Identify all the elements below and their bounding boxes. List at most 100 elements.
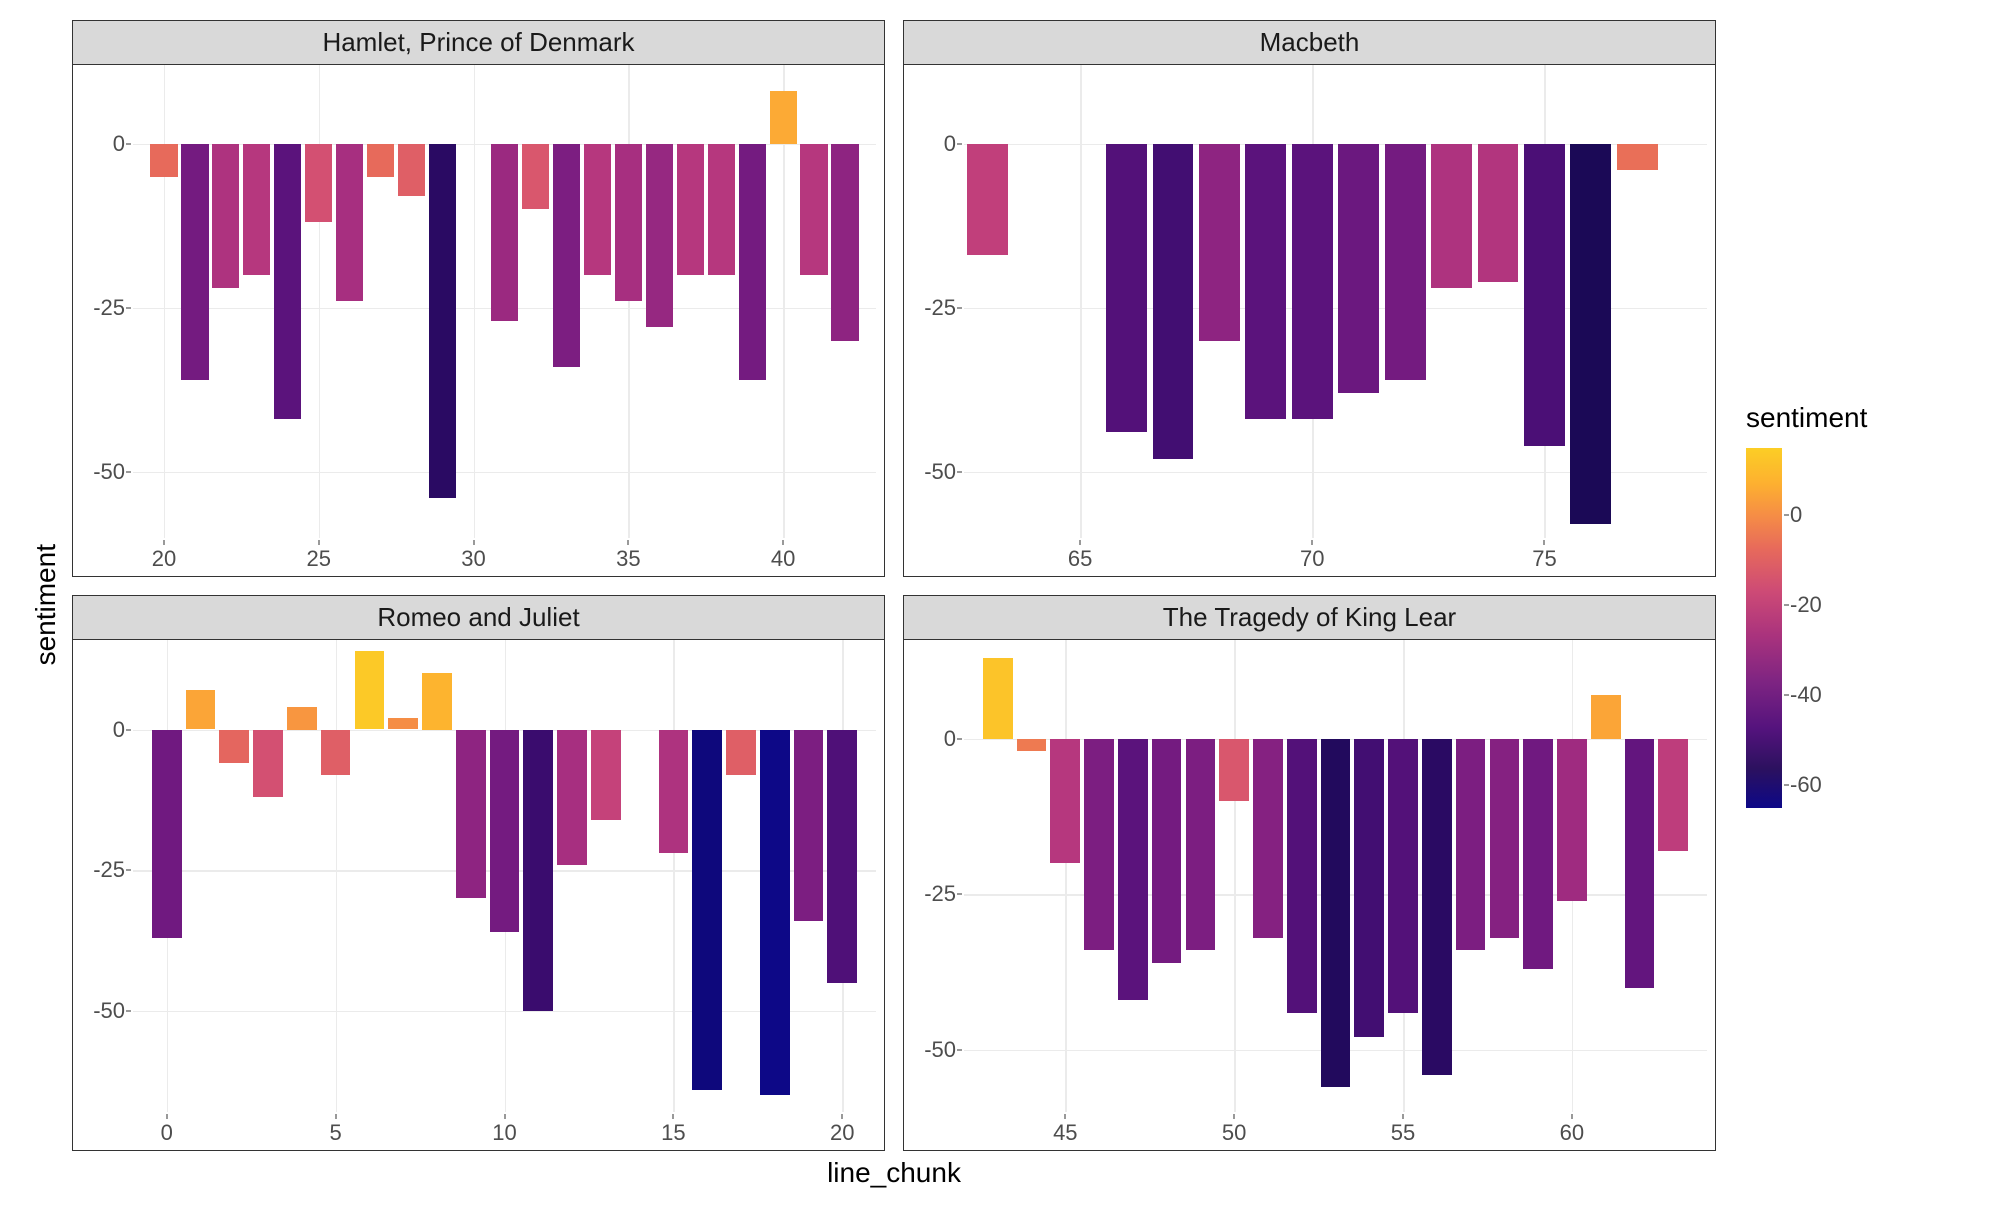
bar <box>1354 739 1384 1037</box>
bar <box>253 730 283 798</box>
facet-panel: Macbeth0-25-50657075 <box>903 20 1716 577</box>
bar <box>367 144 394 177</box>
bar <box>708 144 735 275</box>
x-tick-label: 0 <box>161 1120 173 1146</box>
facet-panel: Romeo and Juliet0-25-5005101520 <box>72 595 885 1152</box>
bar <box>1321 739 1351 1087</box>
bar <box>591 730 621 820</box>
plot-box: 0-25-50657075 <box>903 65 1716 577</box>
bar <box>983 658 1013 739</box>
x-tick-label: 50 <box>1222 1120 1246 1146</box>
bar <box>429 144 456 498</box>
bar <box>305 144 332 223</box>
legend-tick-label: 0 <box>1790 502 1802 528</box>
x-tick-label: 75 <box>1532 546 1556 572</box>
bar <box>1084 739 1114 950</box>
bar <box>1152 739 1182 963</box>
bar <box>1253 739 1283 938</box>
bar <box>152 730 182 938</box>
bar <box>1388 739 1418 1013</box>
bar <box>398 144 425 197</box>
y-tick-label: -50 <box>924 459 956 485</box>
bar <box>1385 144 1426 380</box>
chart-main: sentiment Hamlet, Prince of Denmark 0 -25 -… <box>20 20 1716 1189</box>
bar <box>287 707 317 730</box>
bar <box>584 144 611 275</box>
faceted-bar-chart: sentiment Hamlet, Prince of Denmark 0 -25 -… <box>20 20 1996 1189</box>
bar <box>456 730 486 899</box>
bar <box>726 730 756 775</box>
y-tick-label: 0 <box>944 726 956 752</box>
x-tick-label: 10 <box>492 1120 516 1146</box>
panels-grid: Hamlet, Prince of Denmark0-25-5020253035… <box>72 20 1716 1151</box>
bar <box>1523 739 1553 969</box>
x-tick-label: 55 <box>1391 1120 1415 1146</box>
bar <box>1456 739 1486 950</box>
bar <box>1219 739 1249 801</box>
bar <box>355 651 385 730</box>
y-tick-label: 0 <box>113 131 125 157</box>
x-tick-label: 65 <box>1068 546 1092 572</box>
plot-box: 0-25-502025303540 <box>72 65 885 577</box>
plot-box: 0-25-5045505560 <box>903 640 1716 1152</box>
x-axis-title: line_chunk <box>72 1151 1716 1189</box>
plot-area <box>133 65 876 538</box>
bar <box>1557 739 1587 901</box>
legend-tick-label: -40 <box>1790 682 1822 708</box>
bar <box>1570 144 1611 525</box>
bar <box>243 144 270 275</box>
bar <box>646 144 673 328</box>
y-axis-title: sentiment <box>20 544 72 665</box>
bar <box>422 673 452 729</box>
color-legend: sentiment 0-20-40-60 <box>1716 402 1996 808</box>
bar <box>677 144 704 275</box>
bar <box>219 730 249 764</box>
y-tick-label: 0 <box>944 131 956 157</box>
x-tick-label: 20 <box>830 1120 854 1146</box>
bar <box>1478 144 1519 282</box>
bar <box>490 730 520 933</box>
bar <box>1524 144 1565 446</box>
bar <box>491 144 518 321</box>
bar <box>1153 144 1194 459</box>
bar <box>1245 144 1286 420</box>
bar <box>274 144 301 420</box>
facet-strip-title: The Tragedy of King Lear <box>903 595 1716 640</box>
bar <box>1625 739 1655 988</box>
x-tick-label: 60 <box>1560 1120 1584 1146</box>
y-tick-label: -25 <box>93 857 125 883</box>
bar <box>1199 144 1240 341</box>
bar <box>692 730 722 1090</box>
x-tick-label: 5 <box>330 1120 342 1146</box>
bar <box>1490 739 1520 938</box>
bar <box>967 144 1008 256</box>
bar <box>1338 144 1379 393</box>
y-tick-label: -50 <box>924 1037 956 1063</box>
bar <box>557 730 587 865</box>
legend-body: 0-20-40-60 <box>1746 448 1790 808</box>
plot-area <box>133 640 876 1113</box>
bar <box>615 144 642 301</box>
plot-box: 0-25-5005101520 <box>72 640 885 1152</box>
bar <box>1431 144 1472 288</box>
x-tick-label: 15 <box>661 1120 685 1146</box>
legend-title: sentiment <box>1746 402 1867 434</box>
bar <box>1658 739 1688 851</box>
plot-area <box>964 640 1707 1113</box>
bar <box>1106 144 1147 433</box>
bar <box>800 144 827 275</box>
plot-area <box>964 65 1707 538</box>
facet-strip-title: Romeo and Juliet <box>72 595 885 640</box>
x-tick-label: 30 <box>461 546 485 572</box>
bar <box>181 144 208 380</box>
panels-container: Hamlet, Prince of Denmark0-25-5020253035… <box>72 20 1716 1189</box>
bar <box>336 144 363 301</box>
bar <box>388 718 418 729</box>
x-tick-label: 70 <box>1300 546 1324 572</box>
bar <box>1292 144 1333 420</box>
bar <box>522 144 549 210</box>
legend-tick-label: -20 <box>1790 592 1822 618</box>
x-tick-label: 20 <box>152 546 176 572</box>
facet-strip-title: Hamlet, Prince of Denmark <box>72 20 885 65</box>
bar <box>659 730 689 854</box>
